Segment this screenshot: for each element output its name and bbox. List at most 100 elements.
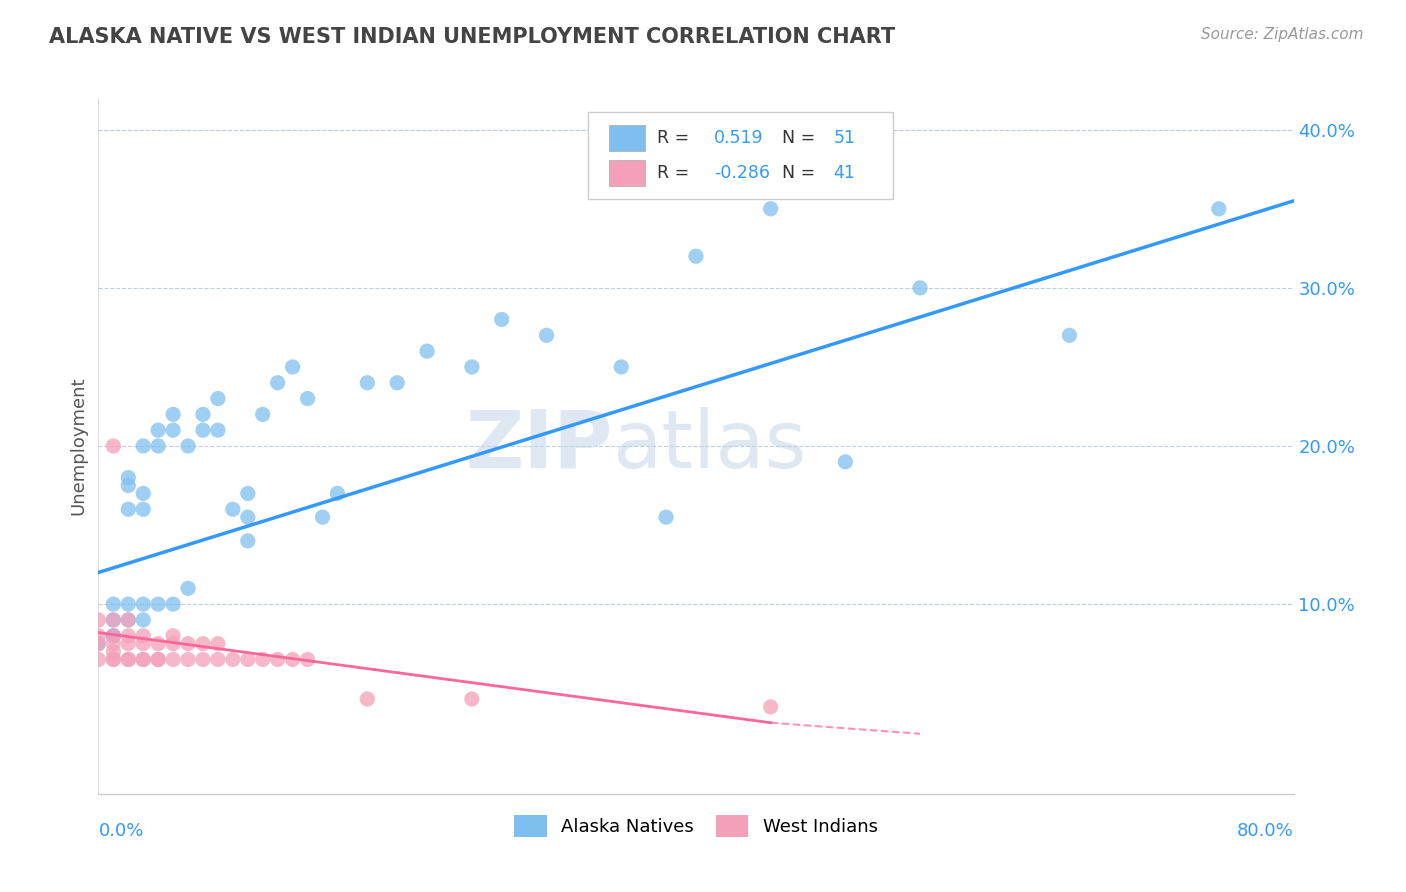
Point bbox=[162, 629, 184, 643]
Point bbox=[222, 502, 245, 516]
Text: 80.0%: 80.0% bbox=[1237, 822, 1294, 839]
Point bbox=[655, 510, 678, 524]
Point bbox=[297, 652, 319, 666]
Point bbox=[491, 312, 513, 326]
Point bbox=[207, 423, 229, 437]
Text: ALASKA NATIVE VS WEST INDIAN UNEMPLOYMENT CORRELATION CHART: ALASKA NATIVE VS WEST INDIAN UNEMPLOYMEN… bbox=[49, 27, 896, 46]
Point bbox=[117, 470, 139, 484]
Point bbox=[148, 597, 170, 611]
Point bbox=[1208, 202, 1230, 216]
Point bbox=[461, 359, 484, 374]
Point bbox=[252, 652, 274, 666]
Point bbox=[117, 629, 139, 643]
Point bbox=[162, 423, 184, 437]
Point bbox=[132, 502, 155, 516]
Point bbox=[148, 439, 170, 453]
Point bbox=[177, 652, 200, 666]
Point bbox=[132, 652, 155, 666]
Point bbox=[177, 637, 200, 651]
Point bbox=[236, 652, 259, 666]
Point bbox=[461, 692, 484, 706]
Point bbox=[177, 439, 200, 453]
Point bbox=[281, 359, 304, 374]
Point bbox=[162, 408, 184, 422]
Point bbox=[236, 533, 259, 548]
Point bbox=[87, 652, 110, 666]
Point bbox=[132, 597, 155, 611]
Point bbox=[162, 637, 184, 651]
Point bbox=[103, 613, 125, 627]
Point bbox=[610, 359, 633, 374]
Point bbox=[132, 486, 155, 500]
Point bbox=[103, 439, 125, 453]
Point bbox=[132, 613, 155, 627]
Point bbox=[132, 629, 155, 643]
Point bbox=[117, 597, 139, 611]
Point bbox=[103, 652, 125, 666]
Point bbox=[117, 613, 139, 627]
Text: -0.286: -0.286 bbox=[714, 164, 770, 182]
Point bbox=[191, 652, 214, 666]
Point bbox=[148, 423, 170, 437]
Point bbox=[834, 455, 856, 469]
FancyBboxPatch shape bbox=[609, 125, 644, 151]
Point bbox=[132, 439, 155, 453]
Point bbox=[191, 423, 214, 437]
Point bbox=[416, 344, 439, 359]
Point bbox=[222, 652, 245, 666]
Point bbox=[87, 637, 110, 651]
Text: N =: N = bbox=[782, 129, 821, 147]
Point bbox=[252, 408, 274, 422]
Point bbox=[356, 692, 378, 706]
Point bbox=[103, 597, 125, 611]
Text: ZIP: ZIP bbox=[465, 407, 613, 485]
Point bbox=[117, 613, 139, 627]
Point bbox=[87, 629, 110, 643]
Point bbox=[281, 652, 304, 666]
Point bbox=[759, 699, 782, 714]
Point bbox=[267, 376, 290, 390]
Text: atlas: atlas bbox=[613, 407, 807, 485]
Point bbox=[103, 644, 125, 658]
Point bbox=[103, 652, 125, 666]
Text: 41: 41 bbox=[834, 164, 855, 182]
Point bbox=[236, 510, 259, 524]
Point bbox=[117, 652, 139, 666]
Point bbox=[356, 376, 378, 390]
Point bbox=[759, 202, 782, 216]
Point bbox=[191, 408, 214, 422]
Point bbox=[236, 486, 259, 500]
Text: R =: R = bbox=[657, 129, 695, 147]
Point bbox=[385, 376, 409, 390]
Point bbox=[311, 510, 333, 524]
Point bbox=[103, 629, 125, 643]
Point bbox=[117, 652, 139, 666]
FancyBboxPatch shape bbox=[589, 112, 893, 199]
Text: R =: R = bbox=[657, 164, 695, 182]
Y-axis label: Unemployment: Unemployment bbox=[69, 376, 87, 516]
Point bbox=[267, 652, 290, 666]
Point bbox=[1059, 328, 1081, 343]
Text: Source: ZipAtlas.com: Source: ZipAtlas.com bbox=[1201, 27, 1364, 42]
Point bbox=[162, 652, 184, 666]
Point bbox=[207, 637, 229, 651]
Point bbox=[117, 478, 139, 492]
Point bbox=[162, 597, 184, 611]
Point bbox=[117, 502, 139, 516]
Point bbox=[132, 652, 155, 666]
Text: N =: N = bbox=[782, 164, 821, 182]
Point bbox=[685, 249, 707, 263]
Point bbox=[177, 582, 200, 596]
Point bbox=[297, 392, 319, 406]
Point bbox=[148, 652, 170, 666]
Point bbox=[87, 613, 110, 627]
Point bbox=[87, 637, 110, 651]
Point bbox=[103, 637, 125, 651]
Point bbox=[536, 328, 558, 343]
Point bbox=[117, 637, 139, 651]
Point bbox=[103, 629, 125, 643]
Text: 0.0%: 0.0% bbox=[98, 822, 143, 839]
Point bbox=[103, 613, 125, 627]
Point bbox=[148, 637, 170, 651]
Point bbox=[207, 392, 229, 406]
